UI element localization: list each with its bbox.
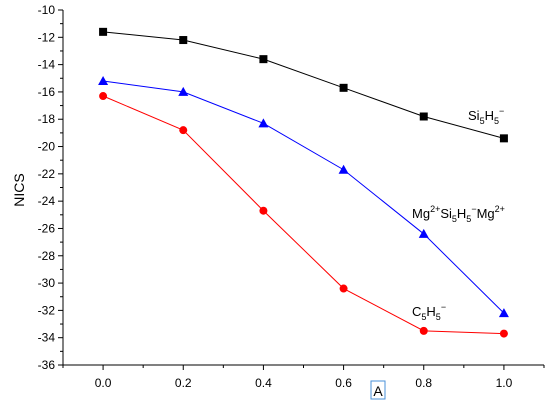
y-tick-label: -32 — [38, 303, 56, 317]
data-point-triangle — [418, 228, 429, 238]
x-tick-label: 0.6 — [335, 376, 352, 390]
series-label-si5h5: Si5H5− — [468, 106, 504, 126]
y-tick-label: -24 — [38, 194, 56, 208]
data-point-square — [179, 36, 188, 45]
y-tick-label: -12 — [38, 30, 56, 44]
series-line-0 — [103, 31, 505, 139]
data-point-triangle — [98, 76, 109, 85]
y-tick-label: -26 — [38, 221, 56, 235]
y-tick-label: -22 — [38, 167, 56, 181]
data-point-square — [419, 112, 428, 121]
x-tick-label: 0.4 — [255, 376, 272, 390]
data-point-square — [259, 55, 268, 64]
series-lines — [102, 31, 505, 335]
data-point-circle — [419, 326, 428, 335]
data-point-circle — [339, 284, 348, 293]
data-point-square — [499, 134, 508, 143]
y-tick-label: -36 — [38, 358, 56, 372]
series-label-c5h5: C5H5− — [412, 302, 446, 322]
data-point-circle — [499, 329, 508, 338]
data-point-circle — [179, 126, 188, 135]
x-axis-title-frame — [370, 380, 386, 400]
data-point-triangle — [498, 308, 509, 318]
data-point-circle — [99, 92, 108, 101]
x-axis-title-box: A — [370, 380, 386, 400]
x-tick-label: 0.2 — [175, 376, 192, 390]
series-line-2 — [102, 95, 504, 335]
data-point-circle — [259, 206, 268, 215]
axes-frame — [62, 10, 544, 366]
y-tick-label: -14 — [38, 58, 56, 72]
series-line-1 — [103, 80, 505, 314]
y-tick-label: -34 — [38, 331, 56, 345]
data-point-triangle — [178, 86, 189, 96]
data-point-triangle — [258, 118, 269, 128]
y-tick-label: -30 — [38, 276, 56, 290]
y-axis-ticks: -10 -12 -14 -16 -18 -20 -22 -24 -26 -28 -30 -32 -34 -… — [38, 3, 63, 372]
y-tick-label: -16 — [38, 85, 56, 99]
series-markers — [98, 27, 509, 338]
series-label-mg-si5h5-mg: Mg2+Si5H5−Mg2+ — [412, 204, 505, 224]
x-axis-ticks: 0.0 0.2 0.4 0.6 0.8 1.0 — [62, 365, 545, 390]
data-point-square — [339, 83, 348, 92]
data-point-square — [99, 27, 108, 36]
x-tick-label: 1.0 — [496, 376, 513, 390]
x-tick-label: 0.8 — [415, 376, 432, 390]
y-tick-label: -28 — [38, 249, 56, 263]
data-point-triangle — [338, 164, 349, 174]
y-tick-label: -20 — [38, 140, 56, 154]
y-tick-label: -18 — [38, 112, 56, 126]
x-axis-title: A — [373, 383, 383, 399]
y-axis-title: NICS — [11, 173, 27, 206]
x-tick-label: 0.0 — [95, 376, 112, 390]
y-tick-label: -10 — [38, 3, 56, 17]
